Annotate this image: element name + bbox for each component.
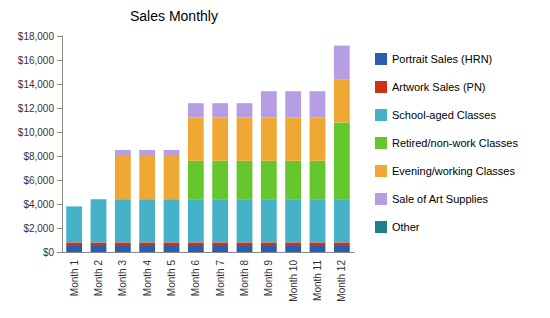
svg-text:Portrait Sales (HRN): Portrait Sales (HRN) — [392, 53, 492, 65]
svg-text:Month 6: Month 6 — [190, 260, 201, 297]
svg-text:Month 2: Month 2 — [93, 260, 104, 297]
svg-text:$16,000: $16,000 — [18, 55, 55, 66]
svg-text:$12,000: $12,000 — [18, 103, 55, 114]
svg-text:Other: Other — [392, 221, 420, 233]
svg-text:$6,000: $6,000 — [23, 175, 54, 186]
svg-text:Retired/non-work Classes: Retired/non-work Classes — [392, 137, 518, 149]
svg-text:$4,000: $4,000 — [23, 199, 54, 210]
svg-text:Sale of Art Supplies: Sale of Art Supplies — [392, 193, 489, 205]
svg-text:Artwork Sales (PN): Artwork Sales (PN) — [392, 81, 486, 93]
svg-text:Month 5: Month 5 — [166, 260, 177, 297]
svg-text:Month 12: Month 12 — [336, 260, 347, 302]
svg-text:$10,000: $10,000 — [18, 127, 55, 138]
svg-text:$18,000: $18,000 — [18, 31, 55, 42]
svg-text:Month 7: Month 7 — [215, 260, 226, 297]
svg-text:Month 9: Month 9 — [263, 260, 274, 297]
svg-text:Month 1: Month 1 — [69, 260, 80, 297]
svg-text:$8,000: $8,000 — [23, 151, 54, 162]
svg-text:Evening/working Classes: Evening/working Classes — [392, 165, 515, 177]
svg-text:Month 10: Month 10 — [288, 260, 299, 302]
svg-text:Sales Monthly: Sales Monthly — [130, 8, 218, 24]
svg-text:Month 4: Month 4 — [142, 260, 153, 297]
svg-text:Month 3: Month 3 — [117, 260, 128, 297]
svg-text:$0: $0 — [43, 247, 55, 258]
svg-text:School-aged Classes: School-aged Classes — [392, 109, 496, 121]
svg-text:$14,000: $14,000 — [18, 79, 55, 90]
svg-text:$2,000: $2,000 — [23, 223, 54, 234]
svg-text:Month 11: Month 11 — [312, 260, 323, 301]
svg-text:Month 8: Month 8 — [239, 260, 250, 297]
